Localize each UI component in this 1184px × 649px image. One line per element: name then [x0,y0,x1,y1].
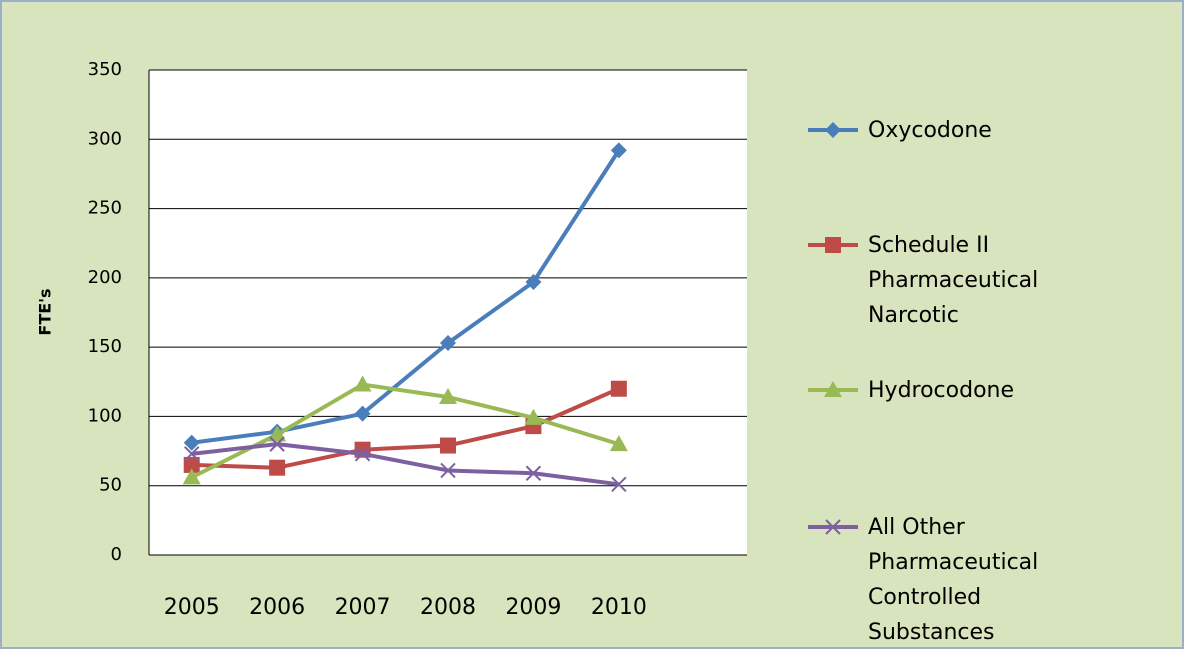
data-point [184,446,200,462]
y-tick-label: 250 [88,198,122,219]
legend-marker [825,237,841,253]
data-point [268,425,287,442]
x-tick-label: 2005 [164,595,220,620]
y-tick-label: 300 [88,128,122,149]
y-tick-label: 50 [99,475,122,496]
data-point [354,405,371,422]
y-axis-label: FTE's [36,288,55,335]
y-tick-label: 350 [88,59,122,80]
x-tick-label: 2007 [335,595,391,620]
legend-label: Hydrocodone [868,378,1015,403]
y-tick-label: 150 [88,336,122,357]
x-tick-label: 2010 [591,595,647,620]
y-tick-label: 0 [111,544,122,565]
data-point [611,476,627,493]
data-point [183,434,200,451]
data-point [269,459,286,476]
legend-label: All Other Pharmaceutical Controlled Subs… [868,515,1039,645]
data-point [439,388,457,405]
legend-label: Oxycodone [868,118,992,143]
x-tick-label: 2009 [505,595,561,620]
y-tick-label: 100 [88,405,122,426]
legend-marker [825,122,841,138]
series-line [191,149,621,445]
data-point [610,142,627,159]
data-point [440,437,456,454]
series-line [191,442,620,487]
series-line [190,382,620,480]
data-point [610,380,627,397]
data-point [183,456,200,473]
data-point [440,462,456,479]
legend-label: Schedule II Pharmaceutical Narcotic [868,233,1039,328]
plot-area [149,70,747,555]
data-point [524,408,543,425]
data-point [525,274,542,291]
data-point [353,375,372,392]
data-point [440,334,456,351]
y-tick-label: 200 [88,267,122,288]
data-point [609,435,628,452]
legend-marker [825,519,841,535]
legend-marker [824,381,842,397]
data-point [269,436,285,452]
data-point [525,465,542,481]
x-tick-label: 2008 [420,595,476,620]
x-tick-label: 2006 [249,595,305,620]
data-point [354,446,371,462]
series-line [191,386,620,470]
data-point [182,468,201,485]
